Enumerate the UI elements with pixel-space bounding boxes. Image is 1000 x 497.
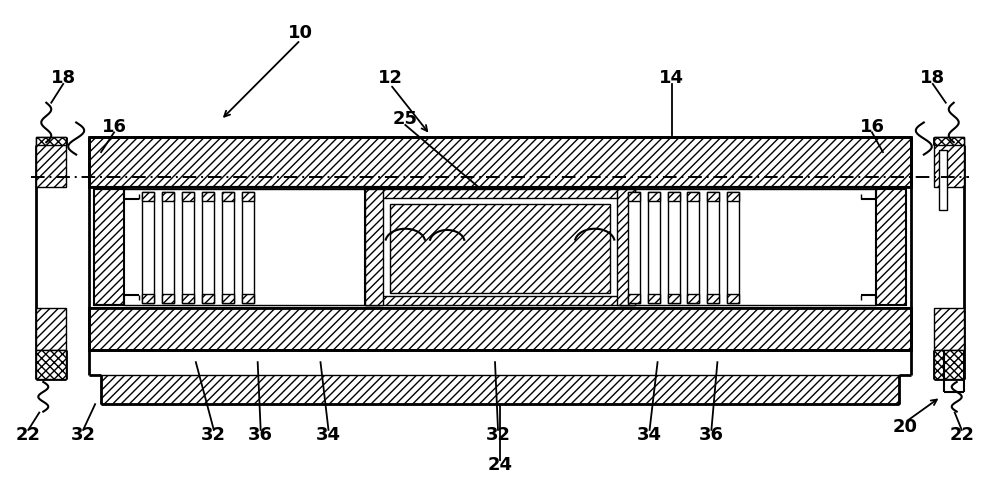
Bar xyxy=(242,192,254,201)
Bar xyxy=(182,192,194,201)
Bar xyxy=(36,137,66,187)
Bar xyxy=(668,192,680,201)
Bar xyxy=(182,294,194,303)
Bar xyxy=(707,294,719,303)
Bar xyxy=(939,150,947,210)
Bar xyxy=(648,192,660,201)
Text: 18: 18 xyxy=(51,69,76,87)
Bar xyxy=(202,192,214,303)
Bar xyxy=(668,192,680,303)
Bar xyxy=(36,137,66,145)
Bar xyxy=(628,192,640,303)
Bar xyxy=(628,294,640,303)
Bar xyxy=(94,189,124,305)
Bar xyxy=(142,192,154,303)
Text: 34: 34 xyxy=(316,426,341,444)
Bar xyxy=(628,192,640,201)
Bar xyxy=(222,294,234,303)
Text: 32: 32 xyxy=(486,426,511,444)
Text: 10: 10 xyxy=(288,23,313,42)
Bar xyxy=(222,192,234,201)
Bar xyxy=(727,192,739,303)
Bar xyxy=(687,294,699,303)
Bar xyxy=(365,189,635,198)
Bar xyxy=(162,192,174,303)
Bar xyxy=(242,294,254,303)
Bar xyxy=(365,189,383,305)
Bar xyxy=(617,189,635,305)
Text: 32: 32 xyxy=(71,426,96,444)
Bar xyxy=(934,137,964,187)
Text: 32: 32 xyxy=(201,426,226,444)
Bar xyxy=(142,192,154,201)
Text: 36: 36 xyxy=(248,426,273,444)
Bar xyxy=(142,294,154,303)
Text: 18: 18 xyxy=(920,69,945,87)
Bar xyxy=(242,192,254,303)
Bar xyxy=(727,294,739,303)
Bar xyxy=(876,189,906,305)
Bar xyxy=(934,350,964,380)
Text: 34: 34 xyxy=(637,426,662,444)
Text: 16: 16 xyxy=(102,118,127,136)
Bar xyxy=(162,294,174,303)
Bar xyxy=(668,294,680,303)
Text: 14: 14 xyxy=(659,69,684,87)
Bar xyxy=(934,137,964,145)
Text: 24: 24 xyxy=(488,456,512,474)
Bar xyxy=(390,204,610,293)
Bar xyxy=(182,192,194,303)
Bar xyxy=(934,308,964,350)
Bar xyxy=(707,192,719,201)
Bar xyxy=(648,192,660,303)
Bar xyxy=(89,137,911,187)
Bar xyxy=(36,350,66,380)
Bar xyxy=(365,189,635,305)
Text: 20: 20 xyxy=(892,418,917,436)
Bar xyxy=(89,308,911,350)
Bar xyxy=(365,296,635,305)
Bar xyxy=(687,192,699,201)
Bar xyxy=(202,192,214,201)
Text: 22: 22 xyxy=(949,426,974,444)
Bar xyxy=(648,294,660,303)
Bar xyxy=(707,192,719,303)
Text: 22: 22 xyxy=(16,426,41,444)
Bar xyxy=(202,294,214,303)
Bar xyxy=(162,192,174,201)
Text: 16: 16 xyxy=(859,118,884,136)
Bar xyxy=(687,192,699,303)
Text: 36: 36 xyxy=(699,426,724,444)
Text: 12: 12 xyxy=(378,69,403,87)
Bar xyxy=(727,192,739,201)
Bar xyxy=(222,192,234,303)
Text: 25: 25 xyxy=(393,110,418,128)
Bar xyxy=(36,308,66,350)
Bar xyxy=(101,375,899,404)
